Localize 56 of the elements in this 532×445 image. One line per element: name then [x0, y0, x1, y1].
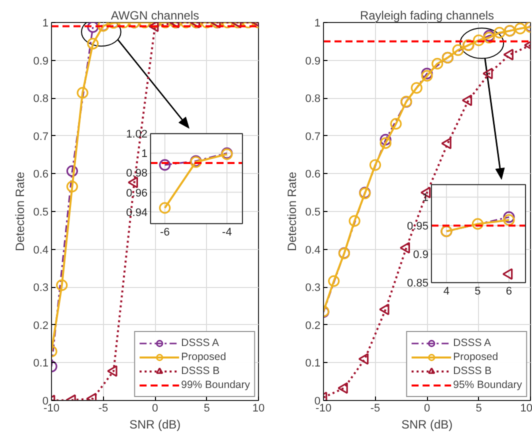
- y-tick-label: 0.8: [305, 93, 321, 106]
- y-tick-label: 0.98: [126, 168, 148, 180]
- x-axis-title: SNR (dB): [129, 418, 181, 432]
- y-tick-label: 0.1: [305, 358, 321, 370]
- y-tick-label: 0.96: [126, 187, 148, 200]
- y-tick-label: 0.7: [305, 130, 321, 143]
- legend-label: 95% Boundary: [453, 378, 522, 392]
- x-tick-label: 4: [443, 286, 450, 298]
- x-tick-label: -6: [160, 226, 170, 239]
- y-tick-label: 1: [42, 18, 49, 30]
- chart-title: Rayleigh fading channels: [360, 8, 494, 22]
- legend-label: DSSS A: [453, 336, 492, 350]
- y-axis-title: Detection Rate: [13, 171, 28, 252]
- x-axis-title: SNR (dB): [401, 418, 453, 432]
- y-tick-label: 0.5: [305, 206, 321, 218]
- y-tick-label: 0.5: [33, 206, 49, 218]
- y-tick-label: 0.4: [305, 244, 321, 256]
- legend-label: DSSS B: [453, 364, 492, 378]
- x-tick-label: -10: [44, 402, 60, 414]
- chart-title: AWGN channels: [110, 8, 200, 22]
- y-tick-label: 0.9: [413, 249, 428, 262]
- x-tick-label: -10: [316, 402, 332, 414]
- y-tick-label: 1: [314, 18, 321, 30]
- legend-label: DSSS B: [181, 364, 220, 378]
- y-tick-label: 0.6: [33, 168, 49, 181]
- y-tick-label: 0.6: [305, 168, 321, 181]
- legend-label: Proposed: [181, 350, 226, 364]
- x-tick-label: -5: [370, 402, 380, 414]
- y-tick-label: 0.3: [305, 282, 321, 294]
- x-tick-label: 10: [252, 402, 265, 414]
- y-tick-label: 0.8: [33, 93, 49, 106]
- y-tick-label: 0.95: [407, 220, 428, 233]
- legend-label: Proposed: [453, 350, 498, 364]
- y-tick-label: 0.94: [126, 206, 148, 219]
- x-tick-label: -4: [222, 226, 232, 239]
- legend-label: DSSS A: [181, 336, 220, 350]
- x-tick-label: -5: [98, 402, 108, 414]
- y-tick-label: 1: [141, 148, 148, 160]
- y-tick-label: 0.7: [33, 130, 49, 143]
- x-tick-label: 5: [474, 286, 481, 298]
- x-tick-label: 5: [476, 402, 482, 414]
- y-axis-title: Detection Rate: [285, 171, 300, 252]
- y-tick-label: 0.2: [305, 320, 321, 332]
- x-tick-label: 6: [506, 286, 512, 298]
- y-tick-label: 0.85: [407, 278, 428, 290]
- y-tick-label: 0.3: [33, 282, 49, 294]
- legend-label: 99% Boundary: [181, 378, 250, 392]
- y-tick-label: 0.2: [33, 320, 49, 332]
- x-tick-label: 5: [204, 402, 210, 414]
- y-tick-label: 1.02: [126, 128, 148, 141]
- x-tick-label: 0: [152, 402, 158, 414]
- y-tick-label: 0.9: [33, 55, 49, 68]
- y-tick-label: 0.9: [305, 55, 321, 68]
- y-tick-label: 0.4: [33, 244, 49, 256]
- y-tick-label: 0.1: [33, 358, 49, 370]
- x-tick-label: 10: [520, 402, 532, 414]
